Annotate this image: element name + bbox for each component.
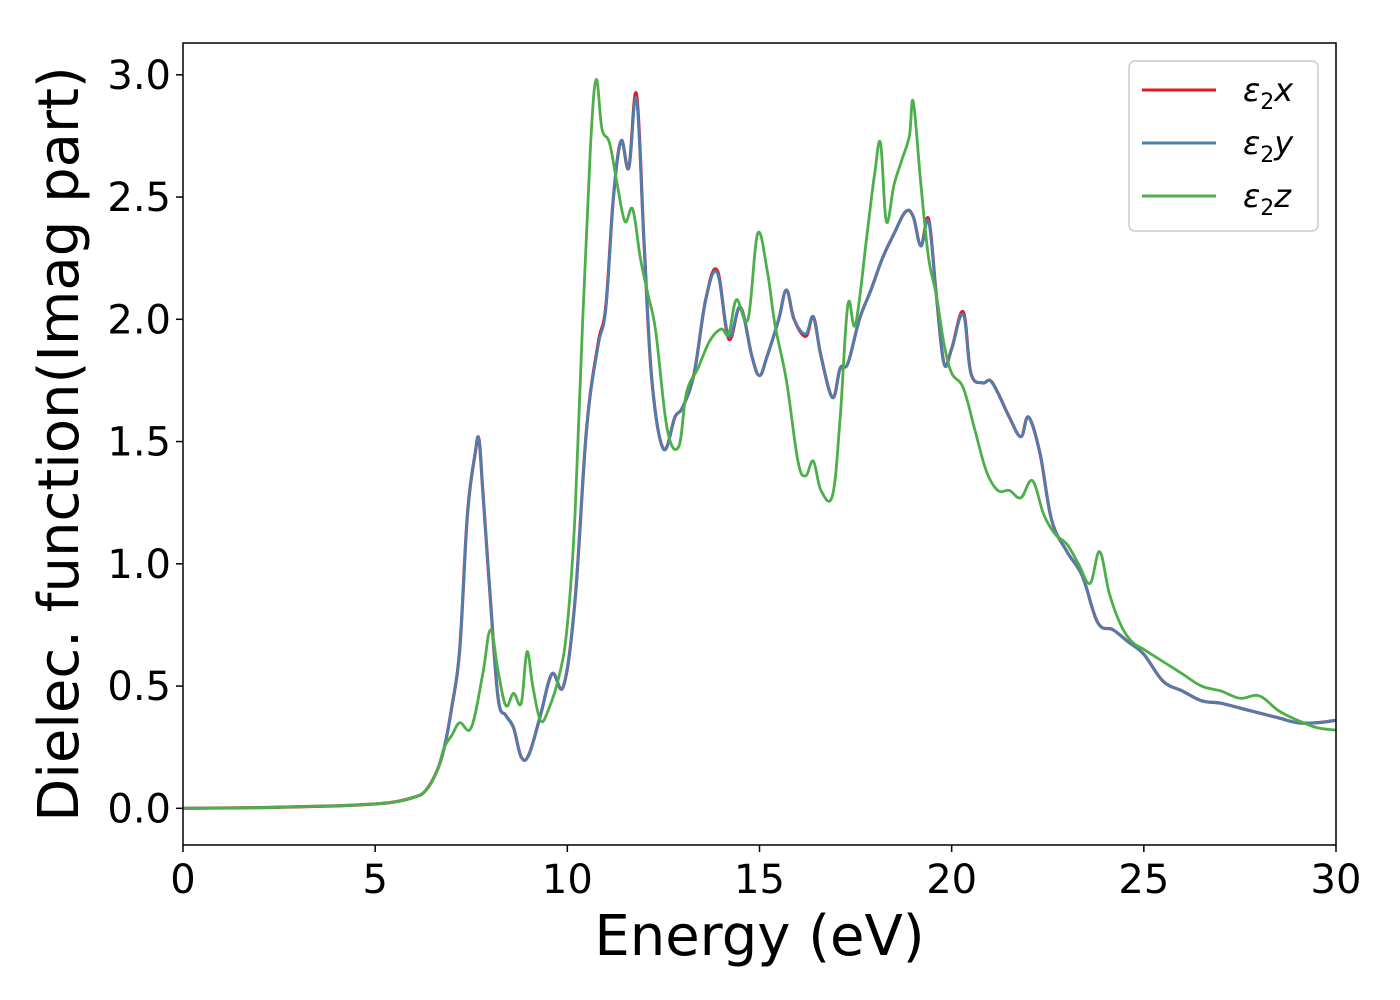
y-axis: 0.0 0.5 1.0 1.5 2.0 2.5 3.0 xyxy=(107,53,183,832)
y-tick-label: 0.0 xyxy=(107,786,171,832)
series-line-z xyxy=(183,78,1336,810)
y-tick-label: 2.5 xyxy=(107,175,171,221)
y-tick-label: 0.5 xyxy=(107,664,171,710)
y-tick-label: 3.0 xyxy=(107,53,171,99)
x-axis: 0 5 10 15 20 25 30 xyxy=(170,845,1361,903)
x-tick-label: 30 xyxy=(1311,857,1362,903)
legend-label-z: ε2z xyxy=(1243,177,1292,221)
legend-box xyxy=(1128,60,1319,232)
x-tick-label: 5 xyxy=(362,857,387,903)
legend-label-x: ε2x xyxy=(1243,71,1294,115)
y-tick-label: 1.5 xyxy=(107,420,171,466)
y-tick-label: 2.0 xyxy=(107,297,171,343)
y-axis-label: Dielec. function(Imag part) xyxy=(27,66,92,822)
legend: ε2x ε2y ε2z xyxy=(1128,60,1319,232)
x-tick-label: 15 xyxy=(734,857,785,903)
legend-label-y: ε2y xyxy=(1243,124,1294,168)
x-tick-label: 0 xyxy=(170,857,195,903)
x-tick-label: 20 xyxy=(926,857,977,903)
x-tick-label: 25 xyxy=(1118,857,1169,903)
series-line-y xyxy=(183,96,1336,810)
plot-lines xyxy=(183,78,1336,810)
x-axis-label: Energy (eV) xyxy=(594,904,924,969)
y-tick-label: 1.0 xyxy=(107,542,171,588)
x-tick-label: 10 xyxy=(542,857,593,903)
